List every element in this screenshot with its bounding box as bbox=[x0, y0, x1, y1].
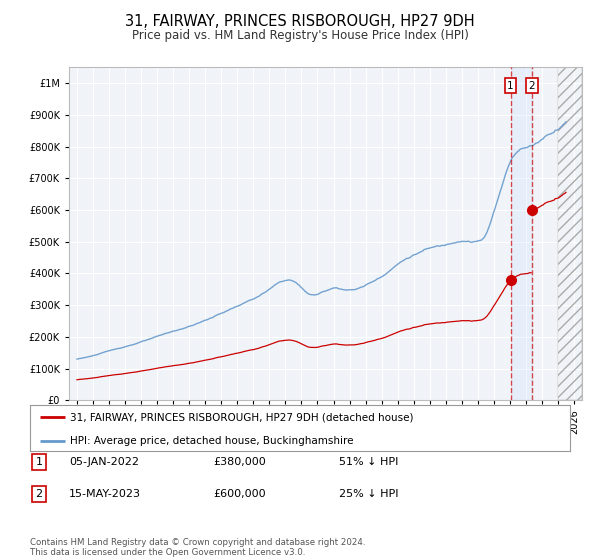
Text: £380,000: £380,000 bbox=[213, 457, 266, 467]
Text: HPI: Average price, detached house, Buckinghamshire: HPI: Average price, detached house, Buck… bbox=[71, 436, 354, 446]
Text: 05-JAN-2022: 05-JAN-2022 bbox=[69, 457, 139, 467]
Text: 25% ↓ HPI: 25% ↓ HPI bbox=[339, 489, 398, 499]
Text: 1: 1 bbox=[507, 81, 514, 91]
Text: 15-MAY-2023: 15-MAY-2023 bbox=[69, 489, 141, 499]
Text: Price paid vs. HM Land Registry's House Price Index (HPI): Price paid vs. HM Land Registry's House … bbox=[131, 29, 469, 42]
Text: 2: 2 bbox=[529, 81, 535, 91]
Text: 31, FAIRWAY, PRINCES RISBOROUGH, HP27 9DH: 31, FAIRWAY, PRINCES RISBOROUGH, HP27 9D… bbox=[125, 14, 475, 29]
Bar bbox=[511, 67, 532, 400]
Text: Contains HM Land Registry data © Crown copyright and database right 2024.
This d: Contains HM Land Registry data © Crown c… bbox=[30, 538, 365, 557]
Text: 31, FAIRWAY, PRINCES RISBOROUGH, HP27 9DH (detached house): 31, FAIRWAY, PRINCES RISBOROUGH, HP27 9D… bbox=[71, 412, 414, 422]
Text: £600,000: £600,000 bbox=[213, 489, 266, 499]
Text: 51% ↓ HPI: 51% ↓ HPI bbox=[339, 457, 398, 467]
Text: 2: 2 bbox=[35, 489, 43, 499]
Text: 1: 1 bbox=[35, 457, 43, 467]
